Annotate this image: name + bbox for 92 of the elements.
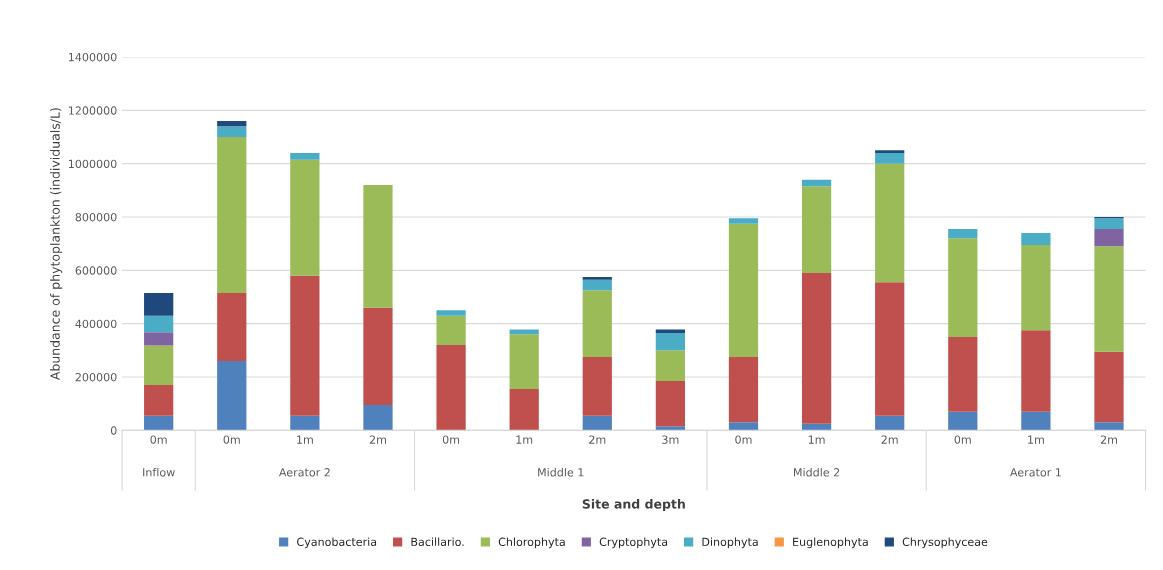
bar (1094, 229, 1124, 247)
bar (217, 293, 247, 362)
bar (217, 121, 247, 127)
bar (875, 153, 905, 164)
bar (217, 137, 247, 294)
bar (1021, 245, 1051, 331)
bar (948, 229, 978, 239)
y-tick-label: 400000 (75, 319, 117, 329)
bar (948, 238, 978, 338)
bar (363, 307, 393, 406)
bar (144, 415, 174, 431)
bar (582, 279, 612, 291)
bar (144, 315, 174, 333)
bar (728, 223, 759, 358)
x-tick-label: 0m (735, 435, 752, 444)
bar (363, 185, 393, 308)
x-tick-label: 2m (881, 435, 898, 444)
bar (582, 357, 612, 416)
bar (290, 159, 320, 276)
bar (290, 153, 320, 160)
bar (144, 385, 174, 416)
y-tick-label: 600000 (75, 266, 117, 275)
bar (436, 310, 466, 316)
bar (875, 415, 905, 431)
bar (582, 290, 612, 358)
bar (655, 426, 686, 431)
bar (582, 277, 612, 280)
bar (290, 275, 320, 416)
bar (655, 333, 686, 351)
x-tick-label: 0m (150, 435, 167, 444)
legend-label: Dinophyta (702, 537, 758, 549)
y-tick-label: 200000 (75, 372, 117, 382)
bar (217, 361, 247, 431)
x-tick-label: 1m (1028, 435, 1044, 444)
bar (1021, 411, 1051, 431)
legend-label: Chrysophyceae (902, 537, 988, 549)
bar (948, 337, 978, 412)
bar (875, 150, 905, 153)
text: Middle 2 (794, 467, 840, 477)
bar (436, 345, 466, 431)
bar (875, 163, 905, 283)
y-tick-label: 1200000 (68, 106, 117, 115)
bar (290, 415, 320, 431)
bar (1094, 351, 1124, 423)
bar (655, 381, 686, 427)
bar (1021, 330, 1051, 412)
text: Aerator 2 (278, 468, 330, 477)
bar (728, 357, 759, 423)
y-tick-label: 0 (110, 426, 117, 435)
bar (728, 218, 759, 224)
bar (1021, 233, 1051, 246)
legend-label: Cryptophyta (599, 537, 668, 549)
x-tick-label: 0m (223, 435, 240, 444)
bar (582, 415, 612, 431)
y-tick-label: 1400000 (68, 52, 117, 62)
bar (144, 332, 174, 346)
y-axis-title: Abundance of phytoplankton (individuals/L) (50, 108, 63, 381)
x-tick-label: 1m (516, 435, 533, 444)
bar (363, 405, 393, 431)
y-tick-label: 800000 (75, 212, 117, 222)
bar (728, 422, 759, 431)
x-tick-label: 1m (808, 435, 825, 444)
bar (217, 126, 247, 137)
bar (801, 186, 832, 274)
text: Aerator 1 (1010, 468, 1061, 477)
text: Middle 1 (538, 467, 584, 477)
bar (1094, 218, 1124, 230)
legend-label: Cyanobacteria (297, 537, 377, 549)
bar (948, 411, 978, 431)
bar (655, 350, 686, 382)
bar (144, 293, 174, 316)
x-axis-title: Site and depth (582, 498, 685, 512)
x-tick-label: 2m (1100, 435, 1118, 444)
x-tick-label: 2m (589, 435, 606, 444)
bar (1094, 246, 1124, 352)
legend-label: Bacillario. (411, 537, 464, 547)
bar (875, 282, 905, 416)
legend-label: Euglenophyta (793, 537, 868, 549)
x-tick-label: 2m (369, 435, 386, 444)
x-tick-label: 1m (297, 435, 313, 444)
bar (509, 334, 539, 390)
legend-label: Chlorophyta (498, 537, 565, 549)
x-tick-label: 0m (442, 435, 460, 444)
y-tick-label: 1000000 (68, 159, 117, 169)
text: Inflow (143, 467, 175, 477)
bar (1094, 422, 1124, 431)
bar (801, 273, 832, 424)
bar (509, 389, 539, 431)
x-tick-label: 3m (662, 435, 679, 444)
x-tick-label: 0m (954, 435, 971, 444)
bar (436, 315, 466, 346)
bar (144, 345, 174, 386)
